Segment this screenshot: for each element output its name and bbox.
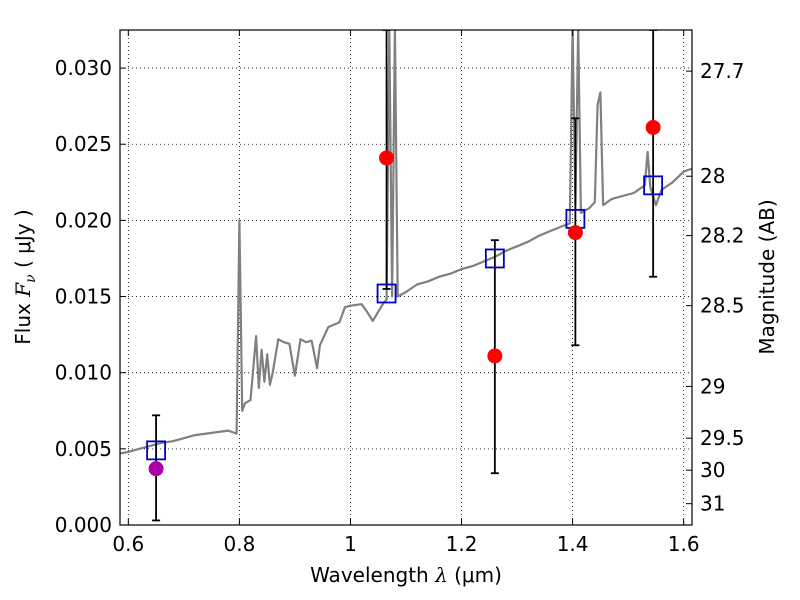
x-tick-label: 1.6 bbox=[668, 532, 700, 556]
model-photometry-point bbox=[146, 440, 166, 461]
mag-tick-label: 28.5 bbox=[700, 294, 745, 318]
observed-point bbox=[148, 461, 164, 477]
y-tick-label: 0.010 bbox=[55, 361, 112, 385]
x-axis-label: Wavelength λ (μm) bbox=[310, 563, 502, 587]
y-tick-label: 0.025 bbox=[55, 132, 112, 156]
plot-background bbox=[120, 30, 692, 525]
x-tick-label: 0.8 bbox=[223, 532, 255, 556]
y-axis-label: Flux Fν ( μJy ) bbox=[11, 209, 39, 344]
observed-point bbox=[645, 119, 661, 135]
model-photometry-point bbox=[376, 283, 397, 304]
y-tick-label: 0.030 bbox=[55, 56, 112, 80]
observed-point bbox=[379, 150, 395, 166]
y-tick-label: 0.020 bbox=[55, 208, 112, 232]
mag-tick-label: 28.2 bbox=[700, 224, 745, 248]
x-tick-label: 1.4 bbox=[557, 532, 589, 556]
model-photometry-point bbox=[643, 175, 664, 196]
data-layer bbox=[120, 30, 692, 522]
observed-point bbox=[567, 225, 583, 241]
mag-tick-label: 28 bbox=[700, 164, 725, 188]
mag-tick-label: 31 bbox=[700, 492, 725, 516]
plot-frame bbox=[119, 29, 693, 526]
model-photometry-point bbox=[484, 248, 505, 269]
model-spectrum-line bbox=[120, 30, 692, 455]
mag-tick-label: 29.5 bbox=[700, 426, 745, 450]
right-axis-label: Magnitude (AB) bbox=[755, 199, 779, 354]
mag-tick-label: 29 bbox=[700, 374, 725, 398]
x-tick-label: 1 bbox=[344, 532, 357, 556]
x-tick-label: 1.2 bbox=[446, 532, 478, 556]
observed-point bbox=[487, 348, 503, 364]
y-tick-label: 0.005 bbox=[55, 437, 112, 461]
ticks: 0.6 0.8 1 1.2 1.4 1.6 0.000 0.005 0.010 0.015 0.02… bbox=[55, 30, 745, 556]
x-tick-label: 0.6 bbox=[112, 532, 144, 556]
mag-tick-label: 30 bbox=[700, 458, 725, 482]
y-tick-label: 0.015 bbox=[55, 285, 112, 309]
mag-tick-label: 27.7 bbox=[700, 59, 745, 83]
y-tick-label: 0.000 bbox=[55, 513, 112, 537]
